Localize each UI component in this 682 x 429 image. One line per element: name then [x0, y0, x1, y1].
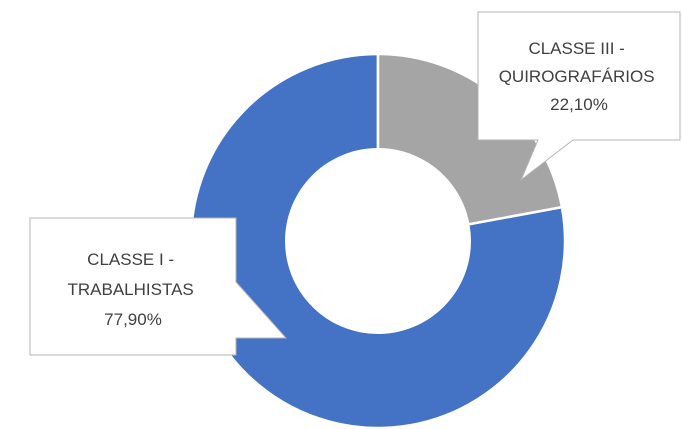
label-classe-iii-line1: CLASSE III - — [528, 39, 624, 58]
label-classe-iii-value: 22,10% — [550, 95, 608, 114]
label-classe-i-value: 77,90% — [104, 310, 162, 329]
donut-hole — [285, 148, 471, 334]
svg-text:CLASSE I - TRABALHISTAS: CLASSE I - TRABALHISTAS 77,90% — [67, 250, 198, 329]
callout-box-classe-iii — [477, 11, 681, 182]
label-classe-i-line2: TRABALHISTAS — [67, 280, 193, 299]
label-classe-iii-line2: QUIROGRAFÁRIOS — [499, 67, 655, 86]
callout-classe-iii: CLASSE III - QUIROGRAFÁRIOS 22,10% — [477, 11, 681, 182]
callout-classe-i: CLASSE I - TRABALHISTAS 77,90% — [29, 217, 288, 356]
svg-text:CLASSE III - QUIROGRAFÁR: CLASSE III - QUIROGRAFÁRIOS 22,10% — [499, 39, 660, 114]
label-classe-i-line1: CLASSE I - — [87, 250, 174, 269]
callout-box-classe-i — [29, 217, 288, 356]
